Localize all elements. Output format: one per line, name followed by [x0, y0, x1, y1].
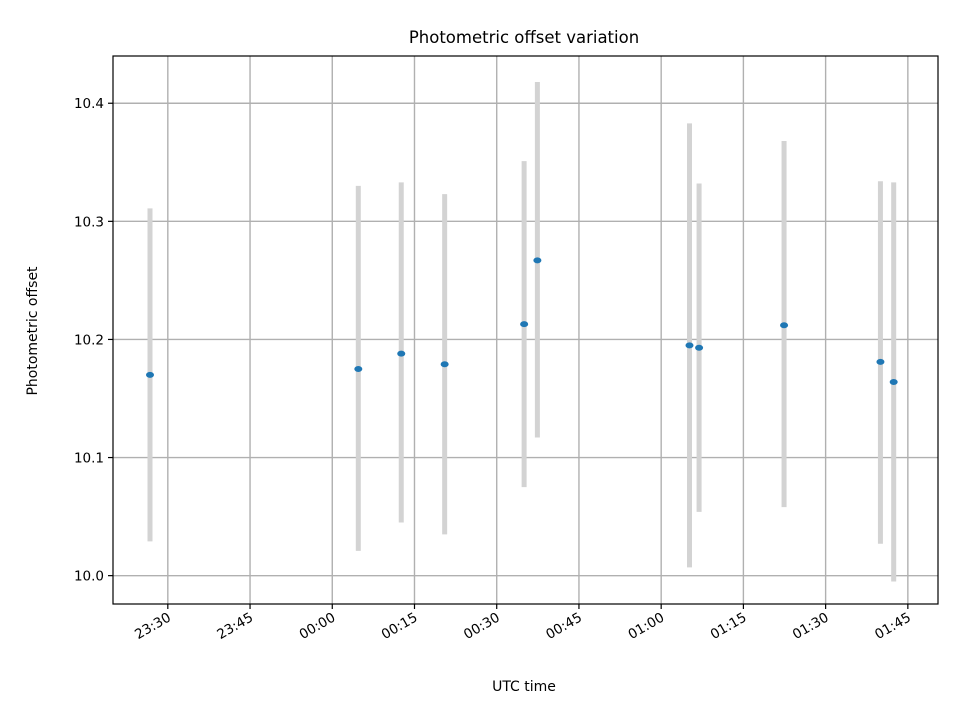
chart-title: Photometric offset variation [409, 28, 639, 47]
x-tick-label: 01:15 [708, 610, 750, 643]
x-tick-label: 01:30 [790, 610, 832, 643]
x-tick-label: 00:45 [543, 610, 585, 643]
data-point [876, 358, 885, 365]
x-tick-label: 00:00 [297, 610, 339, 643]
y-axis-ticks: 10.0 10.1 10.2 10.3 10.4 [74, 96, 113, 585]
data-point [695, 344, 704, 351]
y-tick-label: 10.0 [74, 569, 104, 585]
data-point [533, 257, 542, 264]
data-point [685, 342, 694, 349]
x-axis-label: UTC time [492, 679, 556, 695]
data-point [146, 371, 155, 378]
x-tick-label: 23:30 [132, 610, 174, 643]
data-points [146, 257, 898, 385]
y-tick-label: 10.2 [74, 332, 104, 348]
data-point [397, 350, 406, 357]
x-tick-label: 00:15 [379, 610, 421, 643]
x-tick-label: 23:45 [214, 610, 256, 643]
y-axis-label: Photometric offset [25, 266, 41, 396]
data-point [780, 322, 789, 329]
x-tick-label: 00:30 [461, 610, 503, 643]
x-axis-ticks: 23:30 23:45 00:00 00:15 00:30 00:45 01:00 01:15… [132, 604, 914, 643]
y-tick-label: 10.4 [74, 96, 104, 112]
data-point [354, 365, 363, 372]
x-tick-label: 01:00 [625, 610, 667, 643]
plot-frame [112, 55, 939, 605]
data-point [440, 361, 449, 368]
x-tick-label: 01:45 [872, 610, 914, 643]
data-point [889, 378, 898, 385]
data-point [520, 321, 529, 328]
y-tick-label: 10.3 [74, 214, 104, 230]
y-tick-label: 10.1 [74, 451, 104, 467]
errorbars [147, 81, 897, 582]
